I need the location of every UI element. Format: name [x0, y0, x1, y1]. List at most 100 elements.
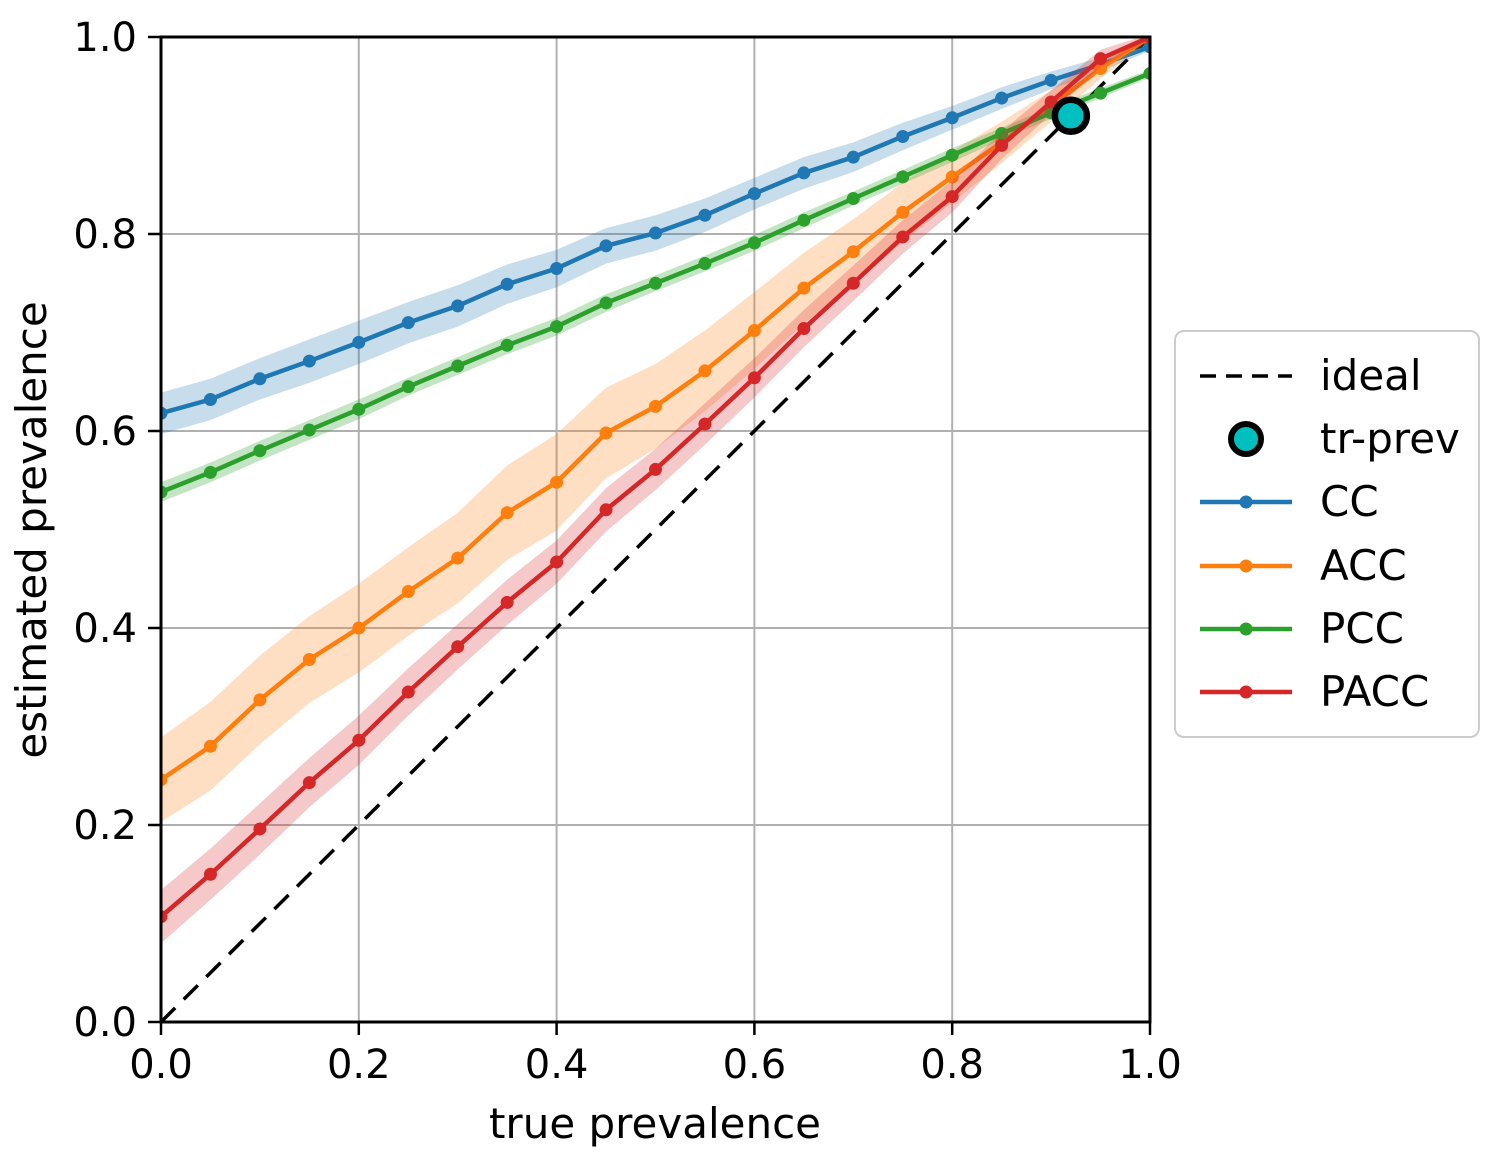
data-point-ACC: [550, 475, 564, 489]
data-point-ACC: [797, 281, 811, 295]
data-point-PACC: [451, 640, 465, 654]
data-point-CC: [599, 239, 613, 253]
data-point-PACC: [945, 190, 959, 204]
legend-label: CC: [1320, 477, 1379, 527]
x-tick-label: 0.0: [129, 1042, 193, 1088]
data-point-PCC: [500, 338, 514, 352]
y-tick-label: 0.8: [73, 212, 137, 258]
legend-item-pcc: PCC: [1198, 602, 1470, 656]
overlay-layer: [1051, 96, 1091, 136]
data-point-PACC: [1143, 37, 1150, 44]
series-band-PACC: [161, 37, 1150, 944]
data-point-CC: [352, 335, 366, 349]
data-point-PCC: [1094, 86, 1108, 100]
data-point-PCC: [253, 444, 267, 458]
data-point-PCC: [352, 402, 366, 416]
data-point-PCC: [995, 127, 1009, 141]
data-point-PACC: [649, 462, 662, 476]
data-point-PCC: [302, 423, 316, 437]
data-point-ACC: [500, 506, 514, 520]
axes-frame: [159, 35, 1152, 1024]
data-point-CC: [302, 354, 316, 368]
data-point-PACC: [698, 417, 712, 431]
data-point-CC: [550, 261, 564, 275]
data-point-PACC: [253, 822, 267, 836]
data-point-PCC: [401, 380, 415, 394]
data-point-PCC: [896, 170, 910, 184]
x-tick-label: 1.0: [1118, 1042, 1182, 1088]
dashed-line-icon: [1198, 354, 1294, 398]
legend: ideal tr-prev CC: [1174, 330, 1480, 738]
data-point-PACC: [302, 776, 316, 790]
data-point-PACC: [500, 595, 514, 609]
y-tick-label: 1.0: [73, 15, 137, 61]
data-point-PACC: [1094, 52, 1108, 66]
data-point-PCC: [747, 236, 761, 250]
data-point-CC: [846, 150, 860, 164]
data-point-PACC: [995, 138, 1009, 152]
data-point-PCC: [550, 320, 564, 334]
data-point-ACC: [451, 551, 465, 565]
data-point-CC: [203, 392, 217, 406]
data-point-ACC: [1094, 62, 1108, 76]
data-point-PCC: [1143, 66, 1150, 80]
data-point-CC: [500, 277, 514, 291]
plot-layer: [161, 37, 1150, 1022]
line-marker-icon: [1198, 544, 1294, 588]
legend-label: tr-prev: [1320, 414, 1460, 464]
data-point-CC: [161, 406, 168, 420]
legend-item-cc: CC: [1198, 475, 1470, 529]
data-point-CC: [945, 111, 959, 125]
y-tick-label: 0.4: [73, 606, 137, 652]
data-point-PCC: [846, 192, 860, 206]
ideal-line: [161, 37, 1150, 1022]
data-point-CC: [451, 299, 465, 313]
y-tick-label: 0.0: [73, 1000, 137, 1046]
data-point-CC: [797, 166, 811, 180]
data-point-PACC: [747, 371, 761, 385]
data-point-PACC: [599, 503, 613, 517]
data-point-PACC: [797, 322, 811, 336]
legend-label: PACC: [1320, 666, 1430, 716]
data-point-ACC: [896, 205, 910, 219]
data-point-ACC: [203, 739, 217, 753]
y-tick-label: 0.2: [73, 803, 137, 849]
data-point-PACC: [401, 685, 415, 699]
data-point-CC: [1044, 73, 1058, 87]
data-point-ACC: [747, 324, 761, 338]
data-point-PACC: [550, 555, 564, 569]
data-point-ACC: [846, 245, 860, 259]
data-point-CC: [747, 187, 761, 201]
x-tick-label: 0.4: [525, 1042, 589, 1088]
data-point-PACC: [1044, 95, 1058, 109]
x-tick-label: 0.2: [327, 1042, 391, 1088]
data-point-ACC: [649, 399, 662, 413]
legend-item-acc: ACC: [1198, 539, 1470, 593]
data-point-PCC: [203, 465, 217, 479]
data-point-PCC: [698, 257, 712, 271]
line-marker-icon: [1198, 670, 1294, 714]
plot-border: [159, 35, 1152, 1024]
x-axis-label: true prevalence: [489, 1099, 821, 1148]
data-point-ACC: [698, 364, 712, 378]
legend-label: ideal: [1320, 351, 1422, 401]
line-marker-icon: [1198, 607, 1294, 651]
tick-layer: 0.0 0.2 0.4 0.6 0.8 1.0 0.0 0.2 0.4 0.6 0.8 1.0: [73, 15, 1181, 1088]
data-point-CC: [253, 372, 267, 386]
legend-label: PCC: [1320, 603, 1404, 653]
data-point-ACC: [253, 693, 267, 707]
x-tick-label: 0.6: [723, 1042, 787, 1088]
data-point-PACC: [896, 230, 910, 244]
data-point-PCC: [451, 359, 465, 373]
line-marker-icon: [1198, 480, 1294, 524]
data-point-PCC: [599, 296, 613, 310]
data-point-PCC: [161, 485, 168, 499]
data-point-ACC: [401, 585, 415, 599]
data-point-ACC: [302, 653, 316, 667]
y-axis-label: estimated prevalence: [7, 301, 56, 758]
legend-label: ACC: [1320, 540, 1407, 590]
data-point-CC: [1143, 40, 1150, 54]
data-point-CC: [995, 91, 1009, 105]
data-point-PCC: [797, 213, 811, 227]
